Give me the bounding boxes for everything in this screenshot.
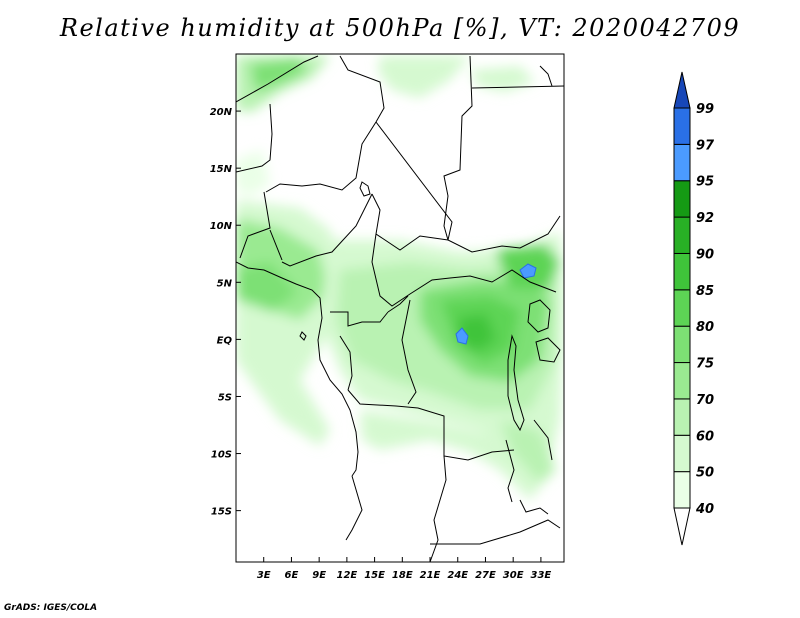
colorbar-label: 40 xyxy=(695,502,714,517)
colorbar-label: 85 xyxy=(696,284,714,299)
country-borders xyxy=(236,55,564,562)
lon-tick-label: 24E xyxy=(447,570,468,581)
grads-credit: GrADS: IGES/COLA xyxy=(4,603,98,613)
colorbar-label: 75 xyxy=(696,357,714,372)
lon-tick-label: 9E xyxy=(312,570,326,581)
colorbar-segment xyxy=(673,143,691,182)
colorbar-high-arrow xyxy=(673,71,691,109)
colorbar-label: 80 xyxy=(696,320,714,335)
colorbar-segment xyxy=(673,325,691,364)
colorbar-segment xyxy=(673,434,691,473)
lon-tick-label: 6E xyxy=(285,570,299,581)
map-frame xyxy=(235,53,565,563)
colorbar-segment xyxy=(673,107,691,145)
colorbar-low-arrow xyxy=(673,507,691,546)
colorbar-segment xyxy=(673,471,691,509)
lat-tick-label: EQ xyxy=(217,335,233,346)
humidity-field xyxy=(236,56,564,500)
lat-tick-label: 10N xyxy=(210,221,233,232)
lon-tick-label: 3E xyxy=(257,570,271,581)
colorbar-label: 90 xyxy=(696,247,714,262)
lon-tick-label: 30E xyxy=(503,570,524,581)
lon-tick-label: 33E xyxy=(531,570,552,581)
lat-tick-label: 20N xyxy=(210,107,233,118)
colorbar-label: 70 xyxy=(696,393,714,408)
map-title: Relative humidity at 500hPa [%], VT: 202… xyxy=(59,14,741,42)
colorbar-label: 60 xyxy=(696,429,714,444)
colorbar-segment xyxy=(673,180,691,218)
colorbar-label: 92 xyxy=(696,211,714,226)
lat-tick-label: 10S xyxy=(211,450,232,461)
lon-tick-label: 15E xyxy=(364,570,385,581)
lat-tick-label: 15N xyxy=(210,164,233,175)
lat-tick-label: 5S xyxy=(218,392,232,403)
colorbar-segment xyxy=(673,398,691,436)
colorbar-label: 95 xyxy=(696,175,714,190)
colorbar-label: 97 xyxy=(696,138,715,153)
lat-tick-label: 15S xyxy=(211,507,232,518)
colorbar-label: 99 xyxy=(696,102,714,117)
colorbar-segment xyxy=(673,252,691,291)
lon-axis: 3E 6E 9E 12E 15E 18E 21E 24E 27E 30E 33E xyxy=(257,557,552,581)
colorbar-label: 50 xyxy=(696,466,714,481)
lon-tick-label: 21E xyxy=(420,570,441,581)
colorbar-segment xyxy=(673,216,691,254)
colorbar-segment xyxy=(673,289,691,327)
lon-tick-label: 18E xyxy=(392,570,413,581)
colorbar-segment xyxy=(673,362,691,400)
colorbar: 40 50 60 70 75 80 85 90 92 95 97 99 xyxy=(673,71,715,546)
lon-tick-label: 12E xyxy=(336,570,357,581)
lat-axis: 20N 15N 10N 5N EQ 5S 10S 15S xyxy=(210,107,241,518)
lon-tick-label: 27E xyxy=(475,570,496,581)
lat-tick-label: 5N xyxy=(217,278,233,289)
